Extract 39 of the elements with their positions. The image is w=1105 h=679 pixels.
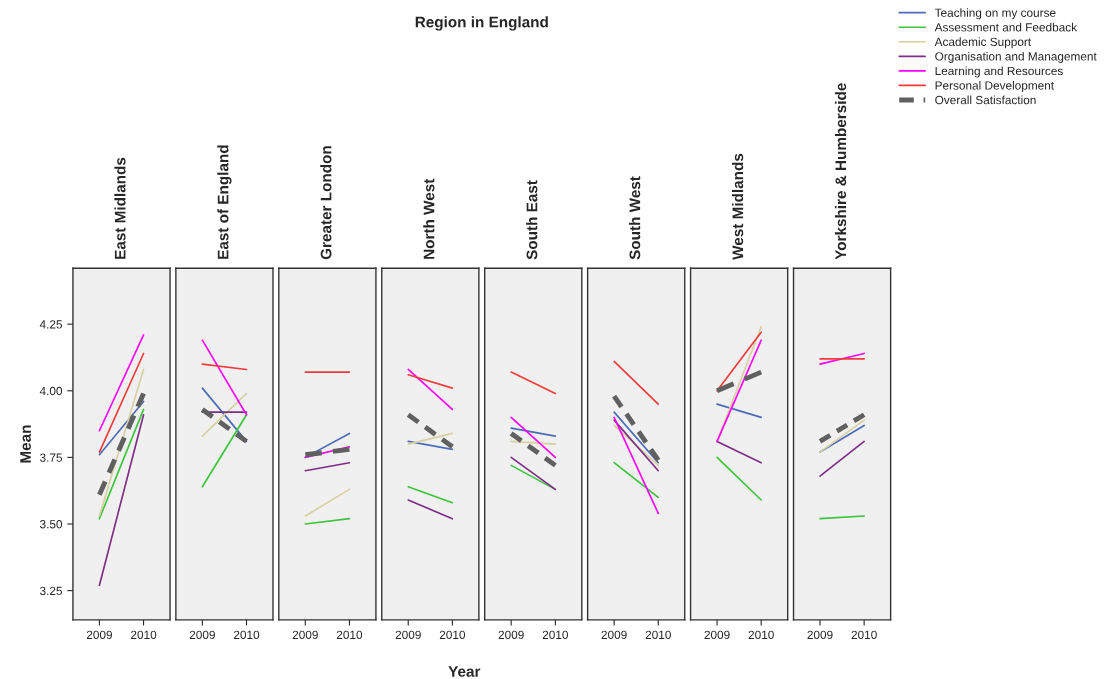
x-axis-title: Year xyxy=(448,666,481,677)
y-tick-label: 3.25 xyxy=(39,586,63,596)
x-tick-label: 2010 xyxy=(131,630,157,640)
y-axis-title: Mean xyxy=(20,425,31,463)
chart-title: South West xyxy=(629,176,641,260)
x-tick-label: 2009 xyxy=(395,630,421,640)
x-tick-label: 2010 xyxy=(542,630,568,640)
x-tick-label: 2010 xyxy=(645,630,671,640)
chart-title: North West xyxy=(423,178,435,259)
y-tick-label: 3.50 xyxy=(39,520,63,529)
legend-label: Organisation and Management xyxy=(935,51,1097,63)
chart-title: South East xyxy=(526,180,538,260)
chart-title: West Midlands xyxy=(732,153,744,260)
x-tick-label: 2009 xyxy=(601,630,627,640)
legend-label: Academic Support xyxy=(934,37,1032,49)
legend-label: Learning and Resources xyxy=(935,66,1063,78)
legend-label: Overall Satisfaction xyxy=(935,95,1036,105)
x-tick-label: 2009 xyxy=(292,630,318,640)
x-tick-label: 2009 xyxy=(498,630,524,640)
legend-label: Personal Development xyxy=(935,81,1054,92)
x-tick-label: 2010 xyxy=(748,630,774,640)
text: Region in England xyxy=(415,16,548,31)
chart-title: East Midlands xyxy=(114,157,126,259)
x-tick-label: 2010 xyxy=(336,630,363,640)
x-tick-label: 2009 xyxy=(704,630,730,640)
legend-label: Assessment and Feedback xyxy=(934,22,1078,32)
x-tick-label: 2010 xyxy=(439,630,466,640)
legend-label: Teaching on my course xyxy=(934,8,1056,20)
x-tick-label: 2010 xyxy=(851,630,877,640)
chart-title: Greater London xyxy=(320,146,332,260)
chart-title: East of England xyxy=(217,145,232,259)
x-tick-label: 2009 xyxy=(189,630,215,640)
x-tick-label: 2009 xyxy=(807,630,833,640)
y-tick-label: 4.00 xyxy=(39,386,63,396)
x-tick-label: 2009 xyxy=(86,630,112,640)
y-tick-label: 3.75 xyxy=(39,453,63,462)
y-tick-label: 4.25 xyxy=(39,320,63,329)
chart-title: Yorkshire & Humberside xyxy=(834,83,847,260)
x-tick-label: 2010 xyxy=(233,630,260,640)
